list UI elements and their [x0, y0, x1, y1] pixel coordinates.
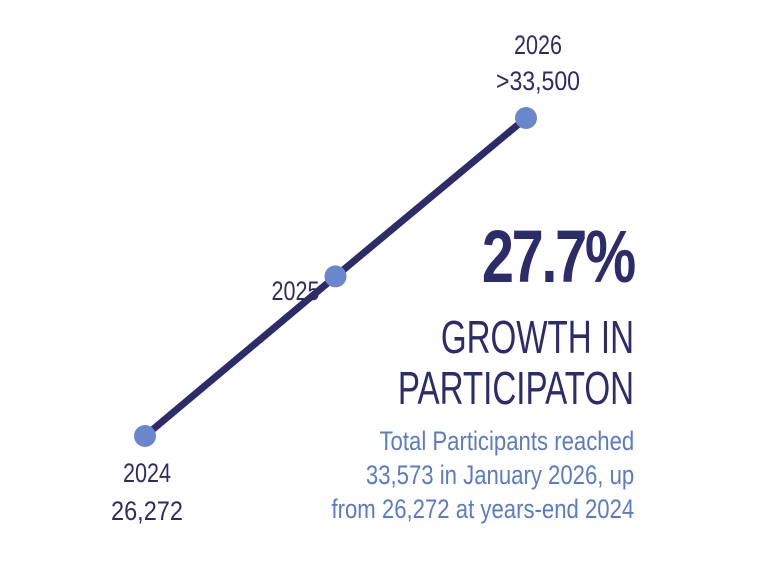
- data-labels: 2024 26,272 2025 2026 >33,500: [111, 30, 580, 526]
- description-line-1: Total Participants reached: [379, 426, 634, 456]
- tick-label-2024: 2024: [123, 458, 171, 488]
- tick-label-2026: 2026: [514, 30, 562, 60]
- data-point-2024: [134, 425, 156, 447]
- description-line-2: 33,573 in January 2026, up: [365, 460, 634, 490]
- growth-headline-line-1: GROWTH IN: [440, 311, 634, 363]
- growth-percent: 27.7%: [482, 215, 636, 298]
- data-point-2026: [515, 107, 537, 129]
- tick-label-2025: 2025: [272, 276, 320, 306]
- data-point-2025: [324, 265, 347, 288]
- growth-headline-line-2: PARTICIPATON: [397, 362, 634, 414]
- growth-description: Total Participants reached 33,573 in Jan…: [331, 424, 634, 526]
- data-label-2026: >33,500: [496, 66, 580, 96]
- growth-headline: GROWTH IN PARTICIPATON: [398, 312, 634, 414]
- data-points: [134, 107, 537, 447]
- data-label-2024: 26,272: [111, 496, 183, 526]
- description-line-3: from 26,272 at years-end 2024: [331, 494, 634, 524]
